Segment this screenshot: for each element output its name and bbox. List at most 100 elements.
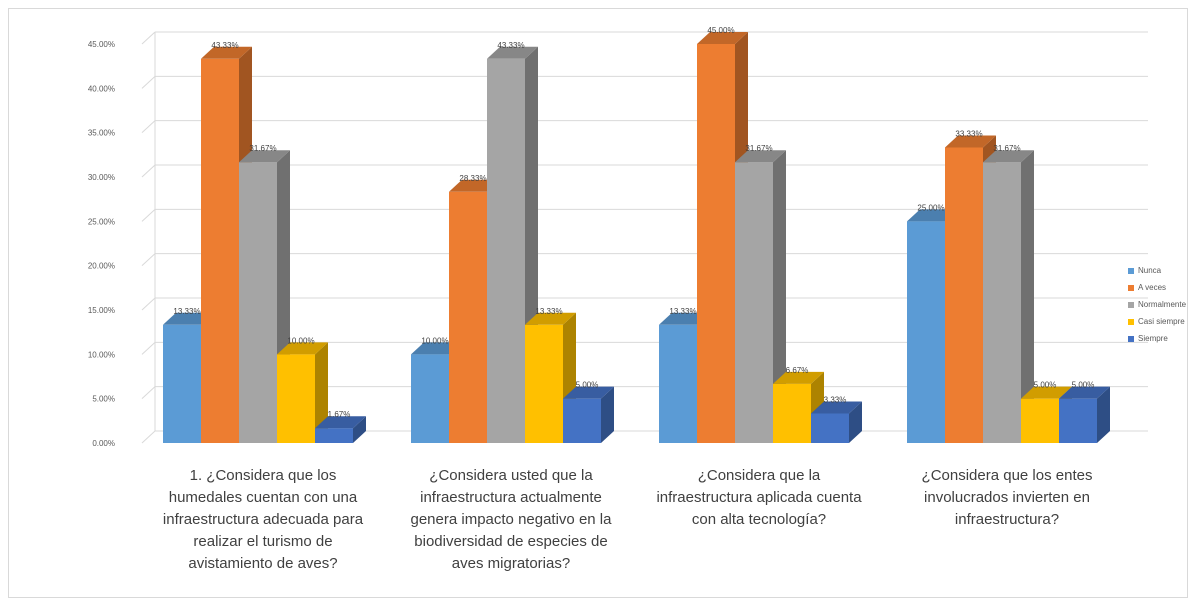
gridline-side [141, 253, 156, 267]
data-label: 31.67% [993, 144, 1020, 153]
gridline-side [141, 31, 156, 45]
bar-side [773, 150, 786, 443]
x-category-label: infraestructura actualmente [420, 489, 602, 506]
bar [945, 147, 983, 443]
y-tick-label: 45.00% [88, 40, 115, 49]
bar-top [735, 150, 786, 163]
data-label: 13.33% [173, 307, 200, 316]
legend-label: Siempre [1138, 334, 1168, 343]
legend-swatch [1128, 301, 1134, 308]
bar-top [239, 150, 290, 163]
x-category-label: infraestructura adecuada para [163, 511, 364, 528]
data-label: 31.67% [745, 144, 772, 153]
bar-top [315, 416, 366, 429]
bar [525, 324, 563, 443]
legend-swatch [1128, 335, 1134, 342]
x-category-label: genera impacto negativo en la [411, 511, 613, 528]
bar [907, 221, 945, 443]
legend-swatch [1128, 318, 1134, 325]
bar-side [1021, 150, 1034, 443]
data-label: 5.00% [1034, 381, 1057, 390]
y-tick-label: 10.00% [88, 350, 115, 359]
data-label: 43.33% [497, 41, 524, 50]
gridline-side [141, 120, 156, 134]
data-label: 3.33% [824, 395, 847, 404]
data-label: 31.67% [249, 144, 276, 153]
data-label: 45.00% [707, 26, 734, 35]
legend-item: Casi siempre [1128, 313, 1186, 330]
x-category-label: avistamiento de aves? [188, 555, 337, 572]
bar [277, 354, 315, 443]
x-category-label: 1. ¿Considera que los [190, 467, 337, 484]
data-label: 43.33% [211, 41, 238, 50]
bar [697, 44, 735, 443]
y-tick-label: 20.00% [88, 262, 115, 271]
gridline-side [141, 164, 156, 178]
bar [983, 162, 1021, 443]
data-label: 5.00% [576, 381, 599, 390]
gridline-side [141, 297, 156, 311]
gridline-side [141, 341, 156, 355]
data-label: 13.33% [535, 307, 562, 316]
data-label: 10.00% [421, 336, 448, 345]
y-tick-label: 35.00% [88, 129, 115, 138]
bar [659, 324, 697, 443]
bar [449, 191, 487, 443]
bar-top [201, 46, 252, 59]
x-category-label: con alta tecnología? [692, 511, 826, 528]
bar-top [773, 371, 824, 384]
legend-label: A veces [1138, 283, 1167, 292]
x-category-label: involucrados invierten en [924, 489, 1090, 506]
bar-top [811, 401, 862, 414]
legend: Nunca A veces Normalmente Casi siempre Siemp… [1128, 262, 1186, 347]
bar [239, 162, 277, 443]
x-category-label: humedales cuentan con una [169, 489, 358, 506]
x-category-label: infraestructura? [955, 511, 1059, 528]
bar-top [983, 150, 1034, 163]
bar-side [849, 401, 862, 443]
bar [773, 383, 811, 443]
y-tick-label: 25.00% [88, 217, 115, 226]
bar-side [1097, 386, 1110, 443]
data-label: 33.33% [955, 129, 982, 138]
legend-swatch [1128, 284, 1134, 291]
gridline-side [141, 75, 156, 89]
data-label: 25.00% [917, 203, 944, 212]
legend-item: Normalmente [1128, 296, 1186, 313]
legend-item: A veces [1128, 279, 1186, 296]
bar-top [525, 312, 576, 325]
gridline-side [141, 386, 156, 400]
legend-label: Normalmente [1138, 300, 1187, 309]
y-tick-label: 5.00% [92, 395, 115, 404]
bar [735, 162, 773, 443]
legend-item: Siempre [1128, 330, 1186, 347]
bar [411, 354, 449, 443]
x-category-label: ¿Considera que los entes [922, 467, 1093, 484]
bar-top [1059, 386, 1110, 399]
bar-top [563, 386, 614, 399]
x-category-label: biodiversidad de especies de [414, 533, 607, 550]
bar-side [315, 342, 328, 443]
x-category-label: infraestructura aplicada cuenta [656, 489, 862, 506]
legend-label: Nunca [1138, 266, 1162, 275]
y-tick-label: 0.00% [92, 439, 115, 448]
bar [563, 398, 601, 443]
gridline-side [141, 208, 156, 222]
data-label: 1.67% [328, 410, 351, 419]
legend-label: Casi siempre [1138, 317, 1185, 326]
x-category-label: realizar el turismo de [193, 533, 332, 550]
x-category-label: ¿Considera usted que la [429, 467, 593, 484]
legend-item: Nunca [1128, 262, 1186, 279]
y-tick-label: 15.00% [88, 306, 115, 315]
bar [487, 58, 525, 443]
legend-swatch [1128, 267, 1134, 274]
bar [163, 324, 201, 443]
x-category-label: aves migratorias? [452, 555, 570, 572]
bar-top [487, 46, 538, 59]
bar [315, 428, 353, 443]
bar-side [353, 416, 366, 443]
bar [201, 58, 239, 443]
y-tick-label: 40.00% [88, 84, 115, 93]
data-label: 6.67% [786, 366, 809, 375]
